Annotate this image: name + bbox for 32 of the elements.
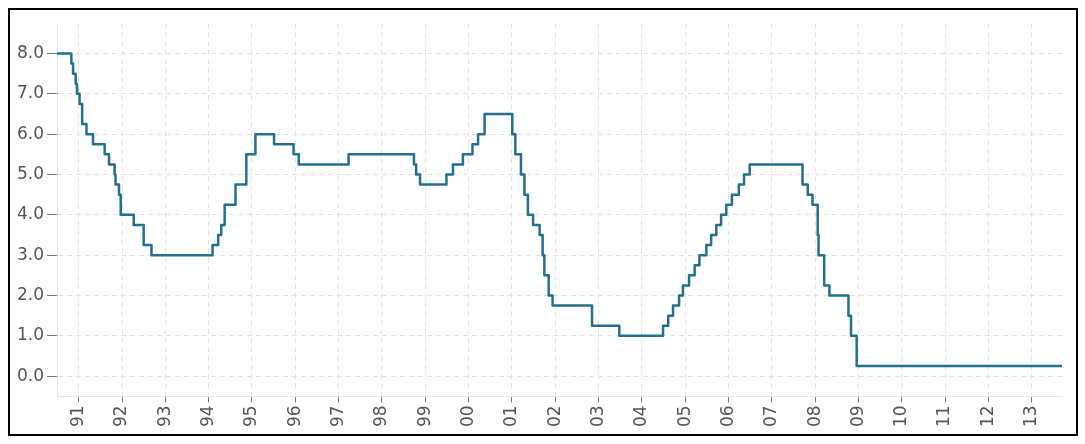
x-tick-label: 11 [933, 405, 954, 428]
x-tick-label: 98 [370, 405, 391, 428]
y-tick-label: 4.0 [16, 203, 45, 224]
y-tick-label: 2.0 [16, 283, 45, 304]
x-tick-label: 04 [630, 405, 651, 428]
x-tick-label: 13 [1020, 405, 1041, 428]
x-tick-label: 03 [586, 405, 607, 428]
x-tick-label: 92 [110, 405, 131, 428]
y-tick-label: 7.0 [16, 82, 45, 103]
x-tick-label: 12 [976, 405, 997, 428]
x-tick-label: 10 [890, 405, 911, 428]
x-tick-label: 95 [240, 405, 261, 428]
x-tick-label: 07 [760, 405, 781, 428]
y-tick-label: 1.0 [16, 324, 45, 345]
x-tick-label: 09 [846, 405, 867, 428]
x-tick-label: 94 [197, 405, 218, 428]
y-tick-label: 6.0 [16, 122, 45, 143]
x-tick-label: 01 [500, 405, 521, 428]
x-tick-label: 91 [67, 405, 88, 428]
x-tick-label: 93 [153, 405, 174, 428]
x-tick-label: 02 [543, 405, 564, 428]
x-tick-label: 96 [283, 405, 304, 428]
x-tick-label: 00 [456, 405, 477, 428]
x-tick-label: 97 [327, 405, 348, 428]
y-tick-label: 0.0 [16, 364, 45, 385]
x-tick-label: 99 [413, 405, 434, 428]
x-tick-label: 06 [716, 405, 737, 428]
x-tick-label: 08 [803, 405, 824, 428]
y-tick-label: 5.0 [16, 162, 45, 183]
y-tick-label: 8.0 [16, 41, 45, 62]
y-tick-label: 3.0 [16, 243, 45, 264]
x-tick-label: 05 [673, 405, 694, 428]
